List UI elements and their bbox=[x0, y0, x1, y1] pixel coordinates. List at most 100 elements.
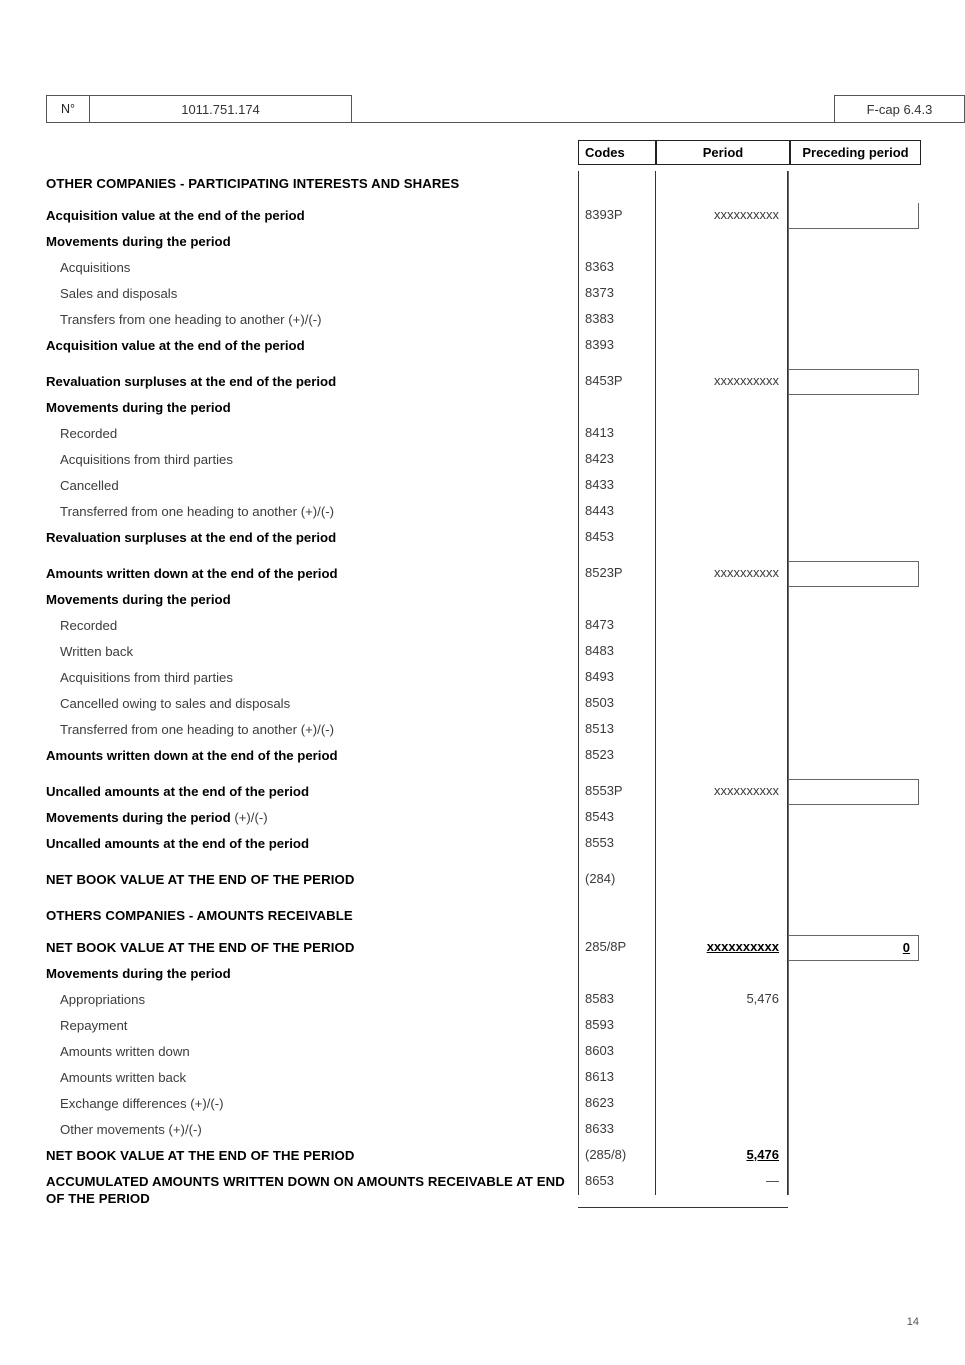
row-code: 8493 bbox=[578, 665, 656, 691]
column-header-period: Period bbox=[656, 140, 790, 165]
row-code: 8513 bbox=[578, 717, 656, 743]
row-preceding-value bbox=[788, 961, 919, 987]
row-preceding-value bbox=[788, 369, 919, 395]
table-row: NET BOOK VALUE AT THE END OF THE PERIOD (… bbox=[46, 867, 919, 893]
row-label: ACCUMULATED AMOUNTS WRITTEN DOWN ON AMOU… bbox=[46, 1174, 565, 1206]
row-preceding-value bbox=[788, 255, 919, 281]
row-code: 8633 bbox=[578, 1117, 656, 1143]
row-period-value bbox=[656, 281, 788, 307]
table-row: Recorded 8413 bbox=[46, 421, 919, 447]
row-label: NET BOOK VALUE AT THE END OF THE PERIOD bbox=[46, 1148, 355, 1163]
row-label: Amounts written down bbox=[60, 1044, 190, 1059]
row-preceding-value bbox=[788, 333, 919, 359]
row-code: 8443 bbox=[578, 499, 656, 525]
table-row: Exchange differences (+)/(-) 8623 bbox=[46, 1091, 919, 1117]
row-label: Recorded bbox=[60, 618, 118, 633]
row-code bbox=[578, 171, 656, 197]
form-code: F-cap 6.4.3 bbox=[834, 95, 965, 123]
row-code: 8453P bbox=[578, 369, 656, 395]
row-code: 8393 bbox=[578, 333, 656, 359]
row-code bbox=[578, 903, 656, 929]
table-row: Amounts written down 8603 bbox=[46, 1039, 919, 1065]
row-label: Amounts written down at the end of the p… bbox=[46, 566, 338, 581]
spacer-label bbox=[46, 769, 578, 773]
table-row: Uncalled amounts at the end of the perio… bbox=[46, 779, 919, 805]
table-row: Written back 8483 bbox=[46, 639, 919, 665]
row-period-value bbox=[656, 867, 788, 893]
row-code: 8363 bbox=[578, 255, 656, 281]
row-preceding-value bbox=[788, 281, 919, 307]
table-row: Cancelled 8433 bbox=[46, 473, 919, 499]
row-period-value bbox=[656, 665, 788, 691]
row-label: Revaluation surpluses at the end of the … bbox=[46, 374, 337, 389]
header-rule bbox=[352, 122, 834, 123]
row-period-value bbox=[656, 805, 788, 831]
table-row: Transferred from one heading to another … bbox=[46, 499, 919, 525]
row-preceding-value bbox=[788, 525, 919, 551]
row-label: Movements during the period bbox=[46, 592, 231, 607]
row-code: 8383 bbox=[578, 307, 656, 333]
row-label: Acquisitions from third parties bbox=[60, 452, 233, 467]
row-label: Movements during the period bbox=[46, 966, 231, 981]
row-code: 8553P bbox=[578, 779, 656, 805]
row-period-value bbox=[656, 395, 788, 421]
row-label: NET BOOK VALUE AT THE END OF THE PERIOD bbox=[46, 940, 355, 955]
table-row: Other movements (+)/(-) 8633 bbox=[46, 1117, 919, 1143]
row-label: Recorded bbox=[60, 426, 118, 441]
column-header-codes: Codes bbox=[578, 140, 656, 165]
row-preceding-value bbox=[788, 1143, 919, 1169]
row-label: Movements during the period (+)/(-) bbox=[46, 810, 268, 825]
row-label: OTHER COMPANIES - PARTICIPATING INTEREST… bbox=[46, 176, 460, 191]
row-period-value bbox=[656, 903, 788, 929]
period-value-text: xxxxxxxxxx bbox=[714, 783, 779, 798]
table-row: Amounts written down at the end of the p… bbox=[46, 743, 919, 769]
table-row: Amounts written back 8613 bbox=[46, 1065, 919, 1091]
row-preceding-value bbox=[788, 717, 919, 743]
spacer-label bbox=[46, 359, 578, 363]
column-header-row: Codes Period Preceding period bbox=[578, 140, 921, 165]
row-preceding-value bbox=[788, 665, 919, 691]
row-code: 8593 bbox=[578, 1013, 656, 1039]
row-preceding-value bbox=[788, 831, 919, 857]
row-preceding-value bbox=[788, 421, 919, 447]
row-preceding-value bbox=[788, 1091, 919, 1117]
row-preceding-value bbox=[788, 561, 919, 587]
row-period-value: xxxxxxxxxx bbox=[656, 779, 788, 805]
row-code: 8373 bbox=[578, 281, 656, 307]
preceding-value-text: 0 bbox=[902, 940, 910, 955]
row-label: Movements during the period bbox=[46, 234, 231, 249]
row-label: Acquisition value at the end of the peri… bbox=[46, 208, 305, 223]
table-row: Movements during the period (+)/(-) 8543 bbox=[46, 805, 919, 831]
row-period-value bbox=[656, 499, 788, 525]
row-period-value bbox=[656, 587, 788, 613]
row-period-value: xxxxxxxxxx bbox=[656, 935, 788, 961]
row-spacer bbox=[46, 359, 919, 385]
row-preceding-value bbox=[788, 307, 919, 333]
row-label: OTHERS COMPANIES - AMOUNTS RECEIVABLE bbox=[46, 908, 353, 923]
row-label: Transferred from one heading to another … bbox=[60, 504, 335, 519]
row-preceding-value bbox=[788, 613, 919, 639]
table-row: Revaluation surpluses at the end of the … bbox=[46, 369, 919, 395]
table-row: Recorded 8473 bbox=[46, 613, 919, 639]
identification-bar: N° 1011.751.174 F-cap 6.4.3 bbox=[46, 95, 965, 123]
row-label: Transfers from one heading to another (+… bbox=[60, 312, 322, 327]
row-code: 8393P bbox=[578, 203, 656, 229]
row-period-value bbox=[656, 1117, 788, 1143]
row-code: 8653 bbox=[578, 1169, 656, 1195]
table-row: OTHERS COMPANIES - AMOUNTS RECEIVABLE bbox=[46, 903, 919, 929]
row-preceding-value bbox=[788, 1117, 919, 1143]
row-label: Acquisitions from third parties bbox=[60, 670, 233, 685]
row-code: (284) bbox=[578, 867, 656, 893]
table-row: Acquisition value at the end of the peri… bbox=[46, 203, 919, 229]
row-period-value: xxxxxxxxxx bbox=[656, 369, 788, 395]
row-period-value bbox=[656, 171, 788, 197]
row-period-value bbox=[656, 1065, 788, 1091]
row-period-value bbox=[656, 447, 788, 473]
row-preceding-value: 0 bbox=[788, 935, 919, 961]
row-code bbox=[578, 395, 656, 421]
row-period-value: — bbox=[656, 1169, 788, 1195]
table-row: ACCUMULATED AMOUNTS WRITTEN DOWN ON AMOU… bbox=[46, 1169, 919, 1207]
row-period-value: xxxxxxxxxx bbox=[656, 203, 788, 229]
row-preceding-value bbox=[788, 447, 919, 473]
